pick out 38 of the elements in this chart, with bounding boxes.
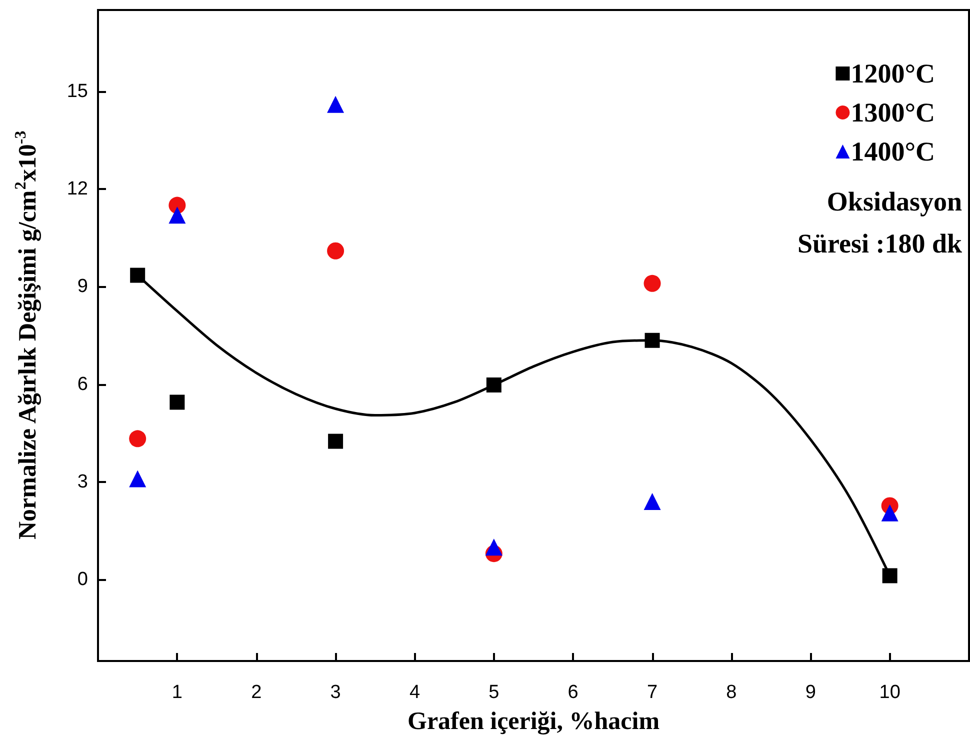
point [882, 568, 898, 584]
legend-label: 1200°C [850, 58, 935, 88]
point [644, 332, 660, 348]
x-tick-label: 7 [646, 682, 658, 703]
y-tick-label: 3 [77, 471, 88, 492]
annotation: Süresi :180 dk [797, 228, 962, 258]
x-tick-label: 6 [568, 682, 578, 703]
x-axis-title: Grafen içeriği, %hacim [407, 708, 660, 735]
x-tick-label: 9 [805, 682, 816, 703]
x-tick-label: 10 [879, 682, 900, 703]
point [881, 504, 898, 522]
point [170, 394, 185, 410]
x-tick-label: 3 [330, 682, 341, 703]
point [328, 434, 344, 449]
annotation: Oksidasyon [826, 186, 962, 216]
y-tick-label: 15 [66, 80, 88, 102]
point [486, 377, 502, 392]
point [130, 268, 146, 283]
point [168, 206, 186, 224]
x-tick-label: 1 [172, 682, 182, 703]
point [644, 274, 661, 292]
y-axis-title: Normalize Ağırlık Değişimi g/cm2x10-3 [12, 130, 42, 540]
legend-label: 1400°C [850, 136, 935, 166]
y-tick-label: 9 [77, 276, 88, 298]
x-tick-label: 4 [409, 682, 420, 703]
x-tick-label: 8 [726, 682, 737, 703]
y-tick-label: 6 [77, 374, 88, 395]
legend-label: 1300°C [850, 98, 935, 128]
x-tick-label: 2 [251, 682, 262, 703]
point [129, 470, 146, 488]
point [327, 242, 344, 260]
x-tick-label: 5 [488, 682, 500, 703]
y-tick-label: 0 [77, 569, 88, 590]
point [485, 538, 502, 556]
point [327, 96, 344, 113]
point [644, 493, 661, 510]
point [129, 430, 146, 448]
y-tick-label: 12 [66, 178, 88, 200]
